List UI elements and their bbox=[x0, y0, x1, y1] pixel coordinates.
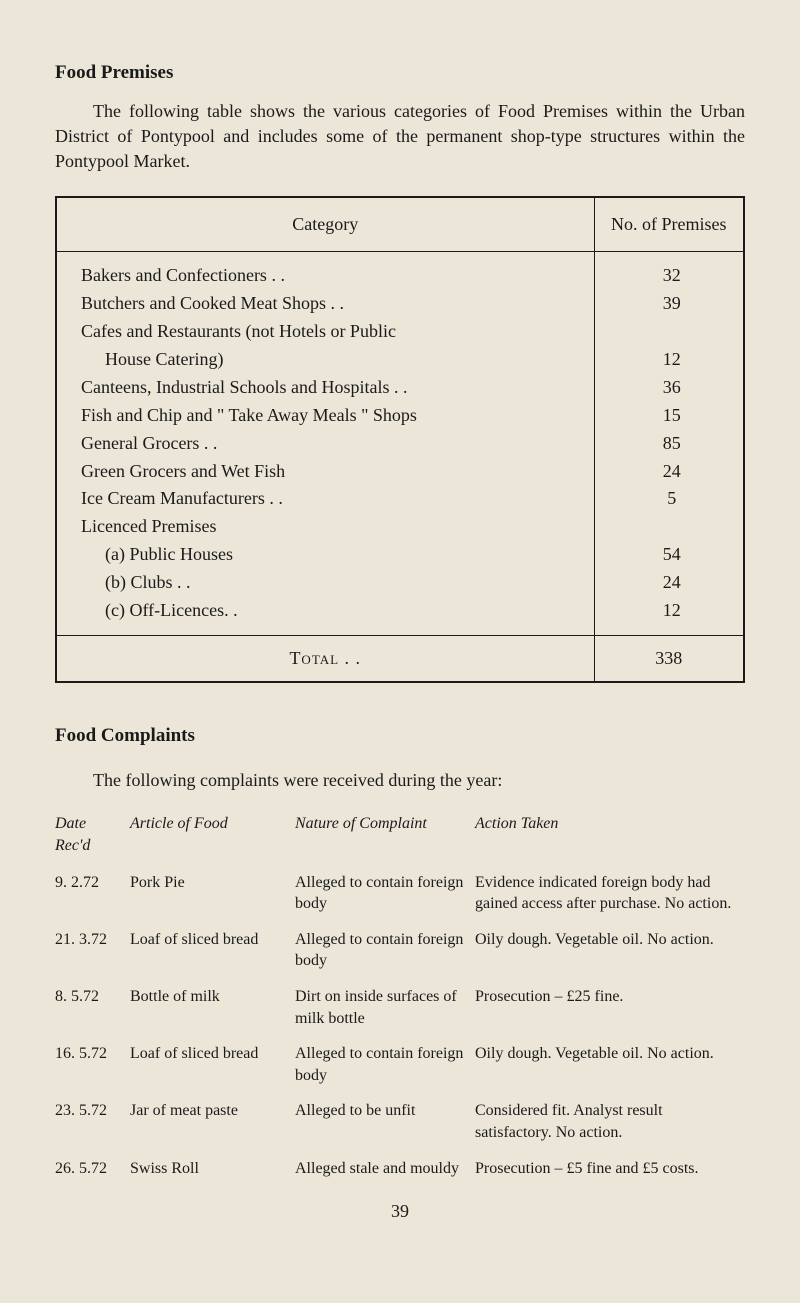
total-count: 338 bbox=[594, 635, 744, 682]
category-label: Canteens, Industrial Schools and Hospita… bbox=[81, 374, 576, 402]
complaint-article: Loaf of sliced bread bbox=[130, 1043, 295, 1100]
complaint-article: Swiss Roll bbox=[130, 1158, 295, 1194]
complaint-nature: Alleged to contain foreign body bbox=[295, 929, 475, 986]
complaint-action: Considered fit. Analyst result satisfact… bbox=[475, 1100, 745, 1157]
category-row: General Grocers . . bbox=[81, 430, 576, 458]
category-count: 12 bbox=[619, 346, 726, 374]
premises-body: Bakers and Confectioners . .Butchers and… bbox=[56, 252, 594, 636]
total-label: Total . . bbox=[56, 635, 594, 682]
complaint-row: 21. 3.72Loaf of sliced breadAlleged to c… bbox=[55, 929, 745, 986]
premises-counts: 3239 12361585245 542412 bbox=[594, 252, 744, 636]
complaint-article: Loaf of sliced bread bbox=[130, 929, 295, 986]
complaint-date: 9. 2.72 bbox=[55, 872, 130, 929]
category-row: (a) Public Houses bbox=[81, 541, 576, 569]
category-row: House Catering) bbox=[81, 346, 576, 374]
complaint-action: Prosecution – £5 fine and £5 costs. bbox=[475, 1158, 745, 1194]
category-label: (b) Clubs . . bbox=[105, 569, 576, 597]
intro-paragraph: The following table shows the various ca… bbox=[55, 99, 745, 175]
category-row: Canteens, Industrial Schools and Hospita… bbox=[81, 374, 576, 402]
complaint-article: Jar of meat paste bbox=[130, 1100, 295, 1157]
header-date: Date Rec'd bbox=[55, 813, 130, 872]
category-label: Cafes and Restaurants (not Hotels or Pub… bbox=[81, 318, 576, 346]
complaint-nature: Alleged to contain foreign body bbox=[295, 1043, 475, 1100]
category-label: Fish and Chip and " Take Away Meals " Sh… bbox=[81, 402, 576, 430]
category-label: (c) Off-Licences. . bbox=[105, 597, 576, 625]
premises-table: Category No. of Premises Bakers and Conf… bbox=[55, 196, 745, 683]
category-count: 85 bbox=[619, 430, 726, 458]
category-row: Ice Cream Manufacturers . . bbox=[81, 485, 576, 513]
category-row: Green Grocers and Wet Fish bbox=[81, 458, 576, 486]
complaint-nature: Alleged to be unfit bbox=[295, 1100, 475, 1157]
category-count bbox=[619, 513, 726, 541]
food-premises-heading: Food Premises bbox=[55, 60, 745, 87]
complaint-date: 23. 5.72 bbox=[55, 1100, 130, 1157]
category-count: 54 bbox=[619, 541, 726, 569]
category-label: Butchers and Cooked Meat Shops . . bbox=[81, 290, 576, 318]
header-nature: Nature of Complaint bbox=[295, 813, 475, 872]
category-label: Licenced Premises bbox=[81, 513, 576, 541]
category-count: 32 bbox=[619, 262, 726, 290]
category-label: (a) Public Houses bbox=[105, 541, 576, 569]
category-row: (b) Clubs . . bbox=[81, 569, 576, 597]
complaint-article: Bottle of milk bbox=[130, 986, 295, 1043]
complaint-action: Oily dough. Vegetable oil. No action. bbox=[475, 1043, 745, 1100]
food-complaints-heading: Food Complaints bbox=[55, 723, 745, 750]
complaint-action: Evidence indicated foreign body had gain… bbox=[475, 872, 745, 929]
complaint-row: 9. 2.72Pork PieAlleged to contain foreig… bbox=[55, 872, 745, 929]
complaints-table: Date Rec'd Article of Food Nature of Com… bbox=[55, 813, 745, 1193]
category-count: 15 bbox=[619, 402, 726, 430]
category-count: 39 bbox=[619, 290, 726, 318]
page-number: 39 bbox=[55, 1199, 745, 1224]
category-count bbox=[619, 318, 726, 346]
category-label: Bakers and Confectioners . . bbox=[81, 262, 576, 290]
category-row: Butchers and Cooked Meat Shops . . bbox=[81, 290, 576, 318]
category-row: Fish and Chip and " Take Away Meals " Sh… bbox=[81, 402, 576, 430]
complaint-action: Oily dough. Vegetable oil. No action. bbox=[475, 929, 745, 986]
category-count: 36 bbox=[619, 374, 726, 402]
category-label: Ice Cream Manufacturers . . bbox=[81, 485, 576, 513]
complaint-date: 8. 5.72 bbox=[55, 986, 130, 1043]
complaint-row: 26. 5.72Swiss RollAlleged stale and moul… bbox=[55, 1158, 745, 1194]
category-count: 24 bbox=[619, 458, 726, 486]
complaint-date: 21. 3.72 bbox=[55, 929, 130, 986]
category-count: 24 bbox=[619, 569, 726, 597]
complaints-intro: The following complaints were received d… bbox=[55, 768, 745, 793]
category-row: Cafes and Restaurants (not Hotels or Pub… bbox=[81, 318, 576, 346]
header-action: Action Taken bbox=[475, 813, 745, 872]
category-row: Bakers and Confectioners . . bbox=[81, 262, 576, 290]
category-label: House Catering) bbox=[105, 346, 576, 374]
category-row: Licenced Premises bbox=[81, 513, 576, 541]
header-article: Article of Food bbox=[130, 813, 295, 872]
category-count: 5 bbox=[619, 485, 726, 513]
complaint-row: 8. 5.72Bottle of milkDirt on inside surf… bbox=[55, 986, 745, 1043]
header-count: No. of Premises bbox=[594, 197, 744, 252]
category-label: General Grocers . . bbox=[81, 430, 576, 458]
category-row: (c) Off-Licences. . bbox=[81, 597, 576, 625]
complaint-action: Prosecution – £25 fine. bbox=[475, 986, 745, 1043]
category-label: Green Grocers and Wet Fish bbox=[81, 458, 576, 486]
complaint-nature: Alleged to contain foreign body bbox=[295, 872, 475, 929]
complaint-row: 16. 5.72Loaf of sliced breadAlleged to c… bbox=[55, 1043, 745, 1100]
complaint-row: 23. 5.72Jar of meat pasteAlleged to be u… bbox=[55, 1100, 745, 1157]
complaint-nature: Dirt on inside surfaces of milk bottle bbox=[295, 986, 475, 1043]
category-count: 12 bbox=[619, 597, 726, 625]
complaint-date: 16. 5.72 bbox=[55, 1043, 130, 1100]
header-category: Category bbox=[56, 197, 594, 252]
complaint-article: Pork Pie bbox=[130, 872, 295, 929]
complaint-nature: Alleged stale and mouldy bbox=[295, 1158, 475, 1194]
complaint-date: 26. 5.72 bbox=[55, 1158, 130, 1194]
